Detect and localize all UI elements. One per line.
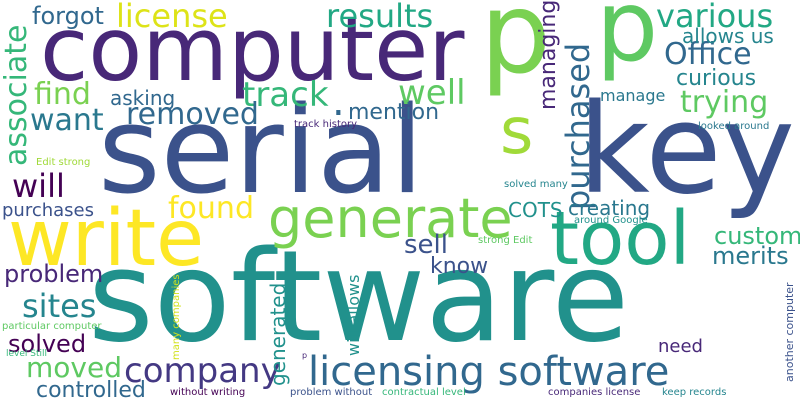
word-dot: . — [332, 79, 345, 125]
word-want: want — [30, 103, 104, 138]
word-problem: problem — [4, 260, 104, 288]
word-track-history: track history — [294, 119, 358, 130]
word-generate: generate — [268, 187, 513, 250]
word-know: know — [430, 254, 489, 279]
word-computer: computer — [40, 0, 465, 101]
word-purchases: purchases — [2, 200, 95, 221]
word-various: various — [656, 0, 774, 35]
word-sites: sites — [22, 287, 97, 325]
word-track: track — [242, 75, 329, 115]
word-looked-around: looked around — [698, 121, 770, 132]
word-trying: trying — [680, 85, 769, 120]
word-will: will — [12, 167, 65, 205]
word-forgot: forgot — [32, 2, 104, 30]
word-licensing-software: licensing software — [308, 349, 670, 395]
word-mention: mention — [348, 100, 440, 125]
word-software: software — [88, 223, 630, 370]
word-p-1: p — [480, 0, 552, 99]
word-key: key — [578, 78, 796, 222]
word-without-writing: without writing — [170, 387, 246, 398]
word-strong-edit: strong Edit — [478, 235, 533, 246]
word-write: write — [8, 194, 205, 284]
word-contractual-level: contractual level — [382, 387, 466, 398]
word-many-companies: many companies — [171, 274, 182, 360]
word-allows-us: allows us — [682, 24, 774, 48]
word-asking: asking — [110, 86, 176, 110]
word-tool: tool — [550, 196, 691, 282]
word-problem-without: problem without — [290, 387, 373, 398]
word-p-small: p — [302, 351, 308, 360]
word-generated: generated — [266, 282, 290, 386]
word-manage: manage — [600, 86, 666, 105]
word-results: results — [326, 0, 434, 35]
word-solved: solved — [8, 330, 87, 358]
word-creating: creating — [568, 196, 651, 220]
word-sell: sell — [404, 230, 448, 260]
word-company: company — [124, 351, 281, 391]
word-controlled: controlled — [36, 378, 146, 400]
word-s: s — [500, 95, 534, 169]
word-around-google: around Google — [574, 215, 648, 226]
word-keep-records: keep records — [662, 387, 727, 398]
word-level-still: level Still — [6, 349, 48, 359]
word-license: license — [116, 0, 228, 35]
word-particular-computer: particular computer — [2, 321, 102, 332]
word-edit-strong: Edit strong — [36, 157, 91, 168]
word-associate: associate — [0, 24, 34, 166]
word-curious: curious — [676, 66, 757, 91]
word-solved-many: solved many — [504, 179, 568, 190]
word-will-allows: will allows — [344, 274, 363, 356]
word-companies-license: companies license — [548, 387, 641, 398]
word-serial: serial — [98, 82, 424, 221]
word-cots: COTS — [508, 198, 563, 222]
word-p-2: p — [596, 0, 659, 84]
word-found: found — [168, 191, 254, 226]
word-custom: custom — [714, 222, 800, 250]
word-well: well — [398, 73, 466, 113]
word-another-computer: another computer — [783, 282, 796, 382]
word-find: find — [34, 77, 91, 112]
word-merits: merits — [712, 242, 789, 270]
word-managing: managing — [536, 0, 561, 110]
word-moved: moved — [26, 351, 122, 384]
word-removed: removed — [126, 97, 259, 132]
word-need: need — [658, 336, 703, 357]
word-office: Office — [664, 37, 752, 72]
